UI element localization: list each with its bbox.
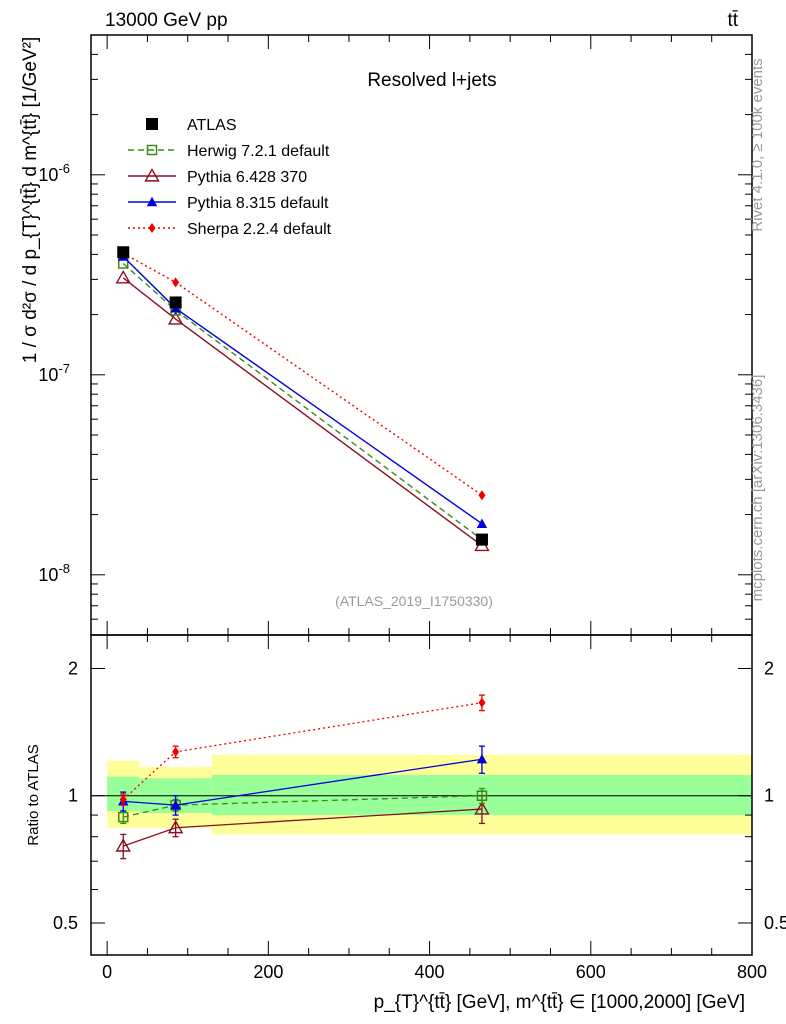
ratio-ytick-label-left: 1 <box>68 786 78 806</box>
legend-label-Herwig: Herwig 7.2.1 default <box>187 143 330 160</box>
ratio-point-Sherpa-1 <box>172 746 180 757</box>
legend-marker-Pythia8 <box>146 196 158 207</box>
ratio-ytick-label-right: 0.5 <box>764 913 786 933</box>
ratio-point-Pythia6-2 <box>474 801 490 815</box>
ratio-point-Sherpa-0 <box>119 794 127 805</box>
ratio-ylabel: Ratio to ATLAS <box>25 744 42 845</box>
xlabel: p_{T}^{tt̄} [GeV], m^{tt̄} ∈ [1000,2000]… <box>374 992 745 1013</box>
legend: ATLAS Herwig 7.2.1 default Pythia 6.428 37… <box>128 117 332 238</box>
ratio-ytick-label-right: 1 <box>764 786 774 806</box>
legend-marker-Herwig <box>146 144 158 156</box>
ratio-panel-series <box>115 694 490 860</box>
ratio-xtick-label: 0 <box>102 962 112 982</box>
ratio-point-Pythia8-2 <box>476 753 488 764</box>
point-ATLAS-0 <box>117 246 130 259</box>
legend-label-ATLAS: ATLAS <box>187 117 237 134</box>
ratio-ytick-label-left: 0.5 <box>53 913 78 933</box>
ratio-panel-ticks: 0 200 400 600 800 0.5 0.5 1 1 2 2 <box>53 635 786 982</box>
ratio-xtick-label: 800 <box>737 962 767 982</box>
chart-watermark: (ATLAS_2019_I1750330) <box>335 593 493 609</box>
point-ATLAS-2 <box>475 533 488 546</box>
main-panel-series <box>115 246 490 552</box>
ratio-point-Pythia6-0 <box>115 838 131 852</box>
legend-label-Pythia6: Pythia 6.428 370 <box>187 169 307 186</box>
main-panel-ticks: 10-8 10-7 10-6 <box>38 34 753 636</box>
main-ytick-label: 10-7 <box>38 361 70 385</box>
ratio-point-Pythia8-1 <box>170 799 181 810</box>
legend-label-Pythia8: Pythia 8.315 default <box>187 195 329 212</box>
mcplots-label: mcplots.cern.ch [arXiv:1306.3436] <box>749 375 766 602</box>
ratio-ytick-label-right: 2 <box>764 658 774 678</box>
ratio-point-Herwig-2 <box>476 790 488 801</box>
point-Pythia6-0 <box>115 270 131 284</box>
ratio-ytick-label-left: 2 <box>68 658 78 678</box>
series-line-Pythia6 <box>122 277 483 547</box>
point-Sherpa-2 <box>478 490 486 501</box>
series-line-Sherpa <box>122 252 483 496</box>
legend-marker-Pythia6 <box>144 168 160 182</box>
rivet-label: Rivet 4.1.0, ≥ 100k events <box>749 58 766 231</box>
chart-title: Resolved l+jets <box>367 70 496 91</box>
ratio-panel-frame <box>90 634 753 956</box>
legend-label-Sherpa: Sherpa 2.2.4 default <box>187 221 332 238</box>
point-Pythia6-1 <box>167 311 184 325</box>
main-ylabel: 1 / σ d²σ / d p_{T}^{tt̄} d m^{tt̄} [1/G… <box>20 37 41 363</box>
legend-marker-ATLAS <box>146 118 158 130</box>
main-ytick-label: 10-8 <box>38 561 70 585</box>
ratio-point-Herwig-0 <box>117 811 129 823</box>
point-Sherpa-1 <box>172 277 180 288</box>
ratio-xtick-label: 600 <box>576 962 606 982</box>
beam-label: 13000 GeV pp <box>105 10 228 31</box>
ratio-point-Pythia6-1 <box>167 819 184 834</box>
legend-marker-Sherpa <box>148 223 156 233</box>
process-label: tt̄ <box>727 10 738 31</box>
ratio-point-Sherpa-2 <box>478 697 486 708</box>
point-Pythia8-2 <box>476 518 488 528</box>
main-ytick-label: 10-6 <box>38 161 70 185</box>
point-ATLAS-1 <box>169 296 182 309</box>
ratio-xtick-label: 400 <box>415 962 445 982</box>
ratio-xtick-label: 200 <box>253 962 283 982</box>
